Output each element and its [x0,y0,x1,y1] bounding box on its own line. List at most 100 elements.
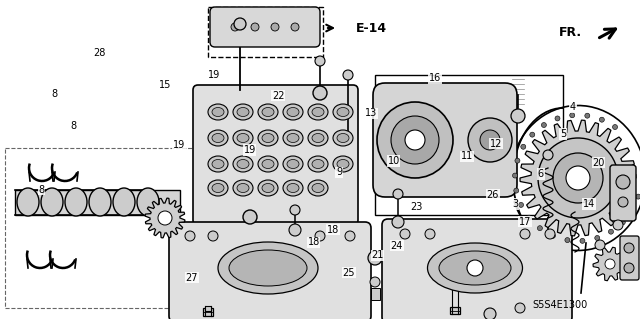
Ellipse shape [208,180,228,196]
Text: 18: 18 [326,225,339,235]
Ellipse shape [308,130,328,146]
Circle shape [234,18,246,30]
Circle shape [315,56,325,66]
FancyBboxPatch shape [210,7,320,47]
Ellipse shape [208,156,228,172]
Ellipse shape [308,156,328,172]
Bar [205,306,211,311]
Ellipse shape [337,108,349,116]
Circle shape [251,23,259,31]
Text: 25: 25 [342,268,355,278]
Circle shape [599,117,604,122]
Ellipse shape [237,133,249,143]
Ellipse shape [212,133,224,143]
Ellipse shape [237,183,249,192]
Circle shape [565,238,570,242]
Ellipse shape [262,133,274,143]
Bar [15,190,180,215]
Circle shape [553,153,603,203]
Ellipse shape [262,108,274,116]
Text: 16: 16 [429,73,442,83]
Circle shape [345,231,355,241]
Text: 8: 8 [70,121,77,131]
Ellipse shape [17,188,39,216]
Circle shape [208,231,218,241]
Circle shape [158,211,172,225]
Circle shape [545,229,555,239]
Text: 4: 4 [570,102,576,112]
Text: 10: 10 [387,156,400,166]
Circle shape [511,109,525,123]
Ellipse shape [229,250,307,286]
Bar [371,288,380,300]
Text: 11: 11 [461,151,474,161]
Circle shape [530,132,535,137]
FancyBboxPatch shape [610,165,636,221]
Circle shape [609,229,614,234]
Text: 26: 26 [486,189,499,200]
Text: 5: 5 [560,129,566,139]
Circle shape [595,235,600,241]
Circle shape [521,144,526,149]
Ellipse shape [283,180,303,196]
Ellipse shape [312,160,324,168]
Ellipse shape [65,188,87,216]
Ellipse shape [333,156,353,172]
Circle shape [315,231,325,241]
Circle shape [513,173,518,178]
Ellipse shape [233,130,253,146]
Text: 8: 8 [51,89,58,99]
Circle shape [543,150,553,160]
Text: 15: 15 [159,79,172,90]
Circle shape [630,208,634,213]
Polygon shape [520,120,636,236]
Circle shape [185,231,195,241]
Ellipse shape [233,180,253,196]
Text: 21: 21 [371,250,384,260]
Circle shape [400,229,410,239]
Text: 27: 27 [186,272,198,283]
Text: 18: 18 [307,237,320,248]
Ellipse shape [308,180,328,196]
Circle shape [585,113,590,118]
Circle shape [538,226,542,231]
Ellipse shape [312,108,324,116]
Text: 19: 19 [173,140,186,150]
Text: FR.: FR. [559,26,582,40]
Circle shape [595,240,605,250]
Circle shape [425,229,435,239]
Ellipse shape [218,242,318,294]
Text: S5S4E1300: S5S4E1300 [532,300,588,310]
Circle shape [636,194,640,199]
FancyBboxPatch shape [373,83,517,197]
Circle shape [291,23,299,31]
Circle shape [231,23,239,31]
Circle shape [570,113,575,118]
Bar [208,7,323,57]
Circle shape [624,243,634,253]
Circle shape [580,238,585,243]
Ellipse shape [41,188,63,216]
Circle shape [520,229,530,239]
Ellipse shape [312,183,324,192]
Polygon shape [145,198,185,238]
Ellipse shape [237,160,249,168]
Bar [452,262,458,267]
Ellipse shape [333,104,353,120]
Text: E-14: E-14 [356,21,387,34]
Circle shape [514,188,519,193]
Circle shape [368,251,382,265]
Ellipse shape [233,104,253,120]
Ellipse shape [337,160,349,168]
Bar [450,307,460,314]
FancyBboxPatch shape [169,222,371,319]
Circle shape [555,116,560,121]
Ellipse shape [287,183,299,192]
Circle shape [343,70,353,80]
Ellipse shape [337,133,349,143]
Circle shape [538,138,618,218]
Ellipse shape [287,133,299,143]
Circle shape [289,224,301,236]
Text: 8: 8 [38,185,45,195]
Ellipse shape [208,104,228,120]
